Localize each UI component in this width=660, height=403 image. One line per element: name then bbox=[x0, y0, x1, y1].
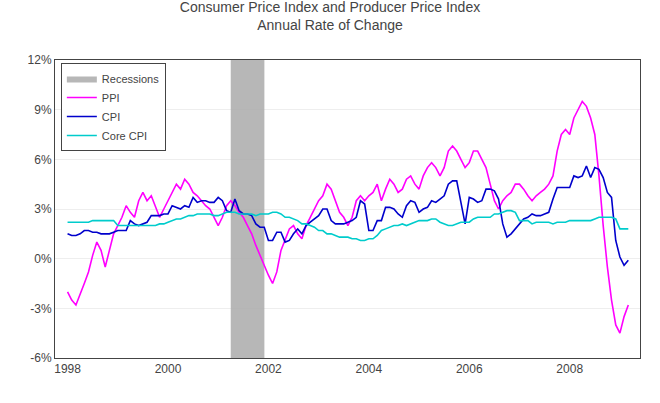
svg-text:Core CPI: Core CPI bbox=[102, 130, 147, 142]
svg-text:-6%: -6% bbox=[30, 351, 52, 365]
svg-text:-3%: -3% bbox=[30, 302, 52, 316]
svg-text:2006: 2006 bbox=[456, 362, 483, 376]
svg-text:2004: 2004 bbox=[355, 362, 382, 376]
svg-text:Recessions: Recessions bbox=[102, 73, 159, 85]
svg-text:Consumer Price Index and Produ: Consumer Price Index and Producer Price … bbox=[180, 0, 480, 33]
svg-text:2000: 2000 bbox=[155, 362, 182, 376]
svg-text:0%: 0% bbox=[34, 252, 52, 266]
svg-text:PPI: PPI bbox=[102, 92, 120, 104]
svg-text:1998: 1998 bbox=[54, 362, 81, 376]
svg-text:CPI: CPI bbox=[102, 111, 120, 123]
svg-text:9%: 9% bbox=[34, 103, 52, 117]
svg-text:3%: 3% bbox=[34, 202, 52, 216]
svg-text:6%: 6% bbox=[34, 153, 52, 167]
svg-text:12%: 12% bbox=[28, 53, 52, 67]
svg-text:2002: 2002 bbox=[255, 362, 282, 376]
svg-text:2008: 2008 bbox=[556, 362, 583, 376]
